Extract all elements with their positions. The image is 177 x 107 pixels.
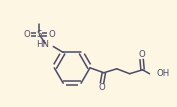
Text: O: O — [23, 30, 30, 39]
Text: O: O — [99, 83, 105, 92]
Text: O: O — [49, 30, 56, 39]
Text: S: S — [37, 30, 42, 39]
Text: O: O — [138, 51, 145, 59]
Text: OH: OH — [156, 69, 170, 78]
Text: HN: HN — [36, 40, 49, 49]
